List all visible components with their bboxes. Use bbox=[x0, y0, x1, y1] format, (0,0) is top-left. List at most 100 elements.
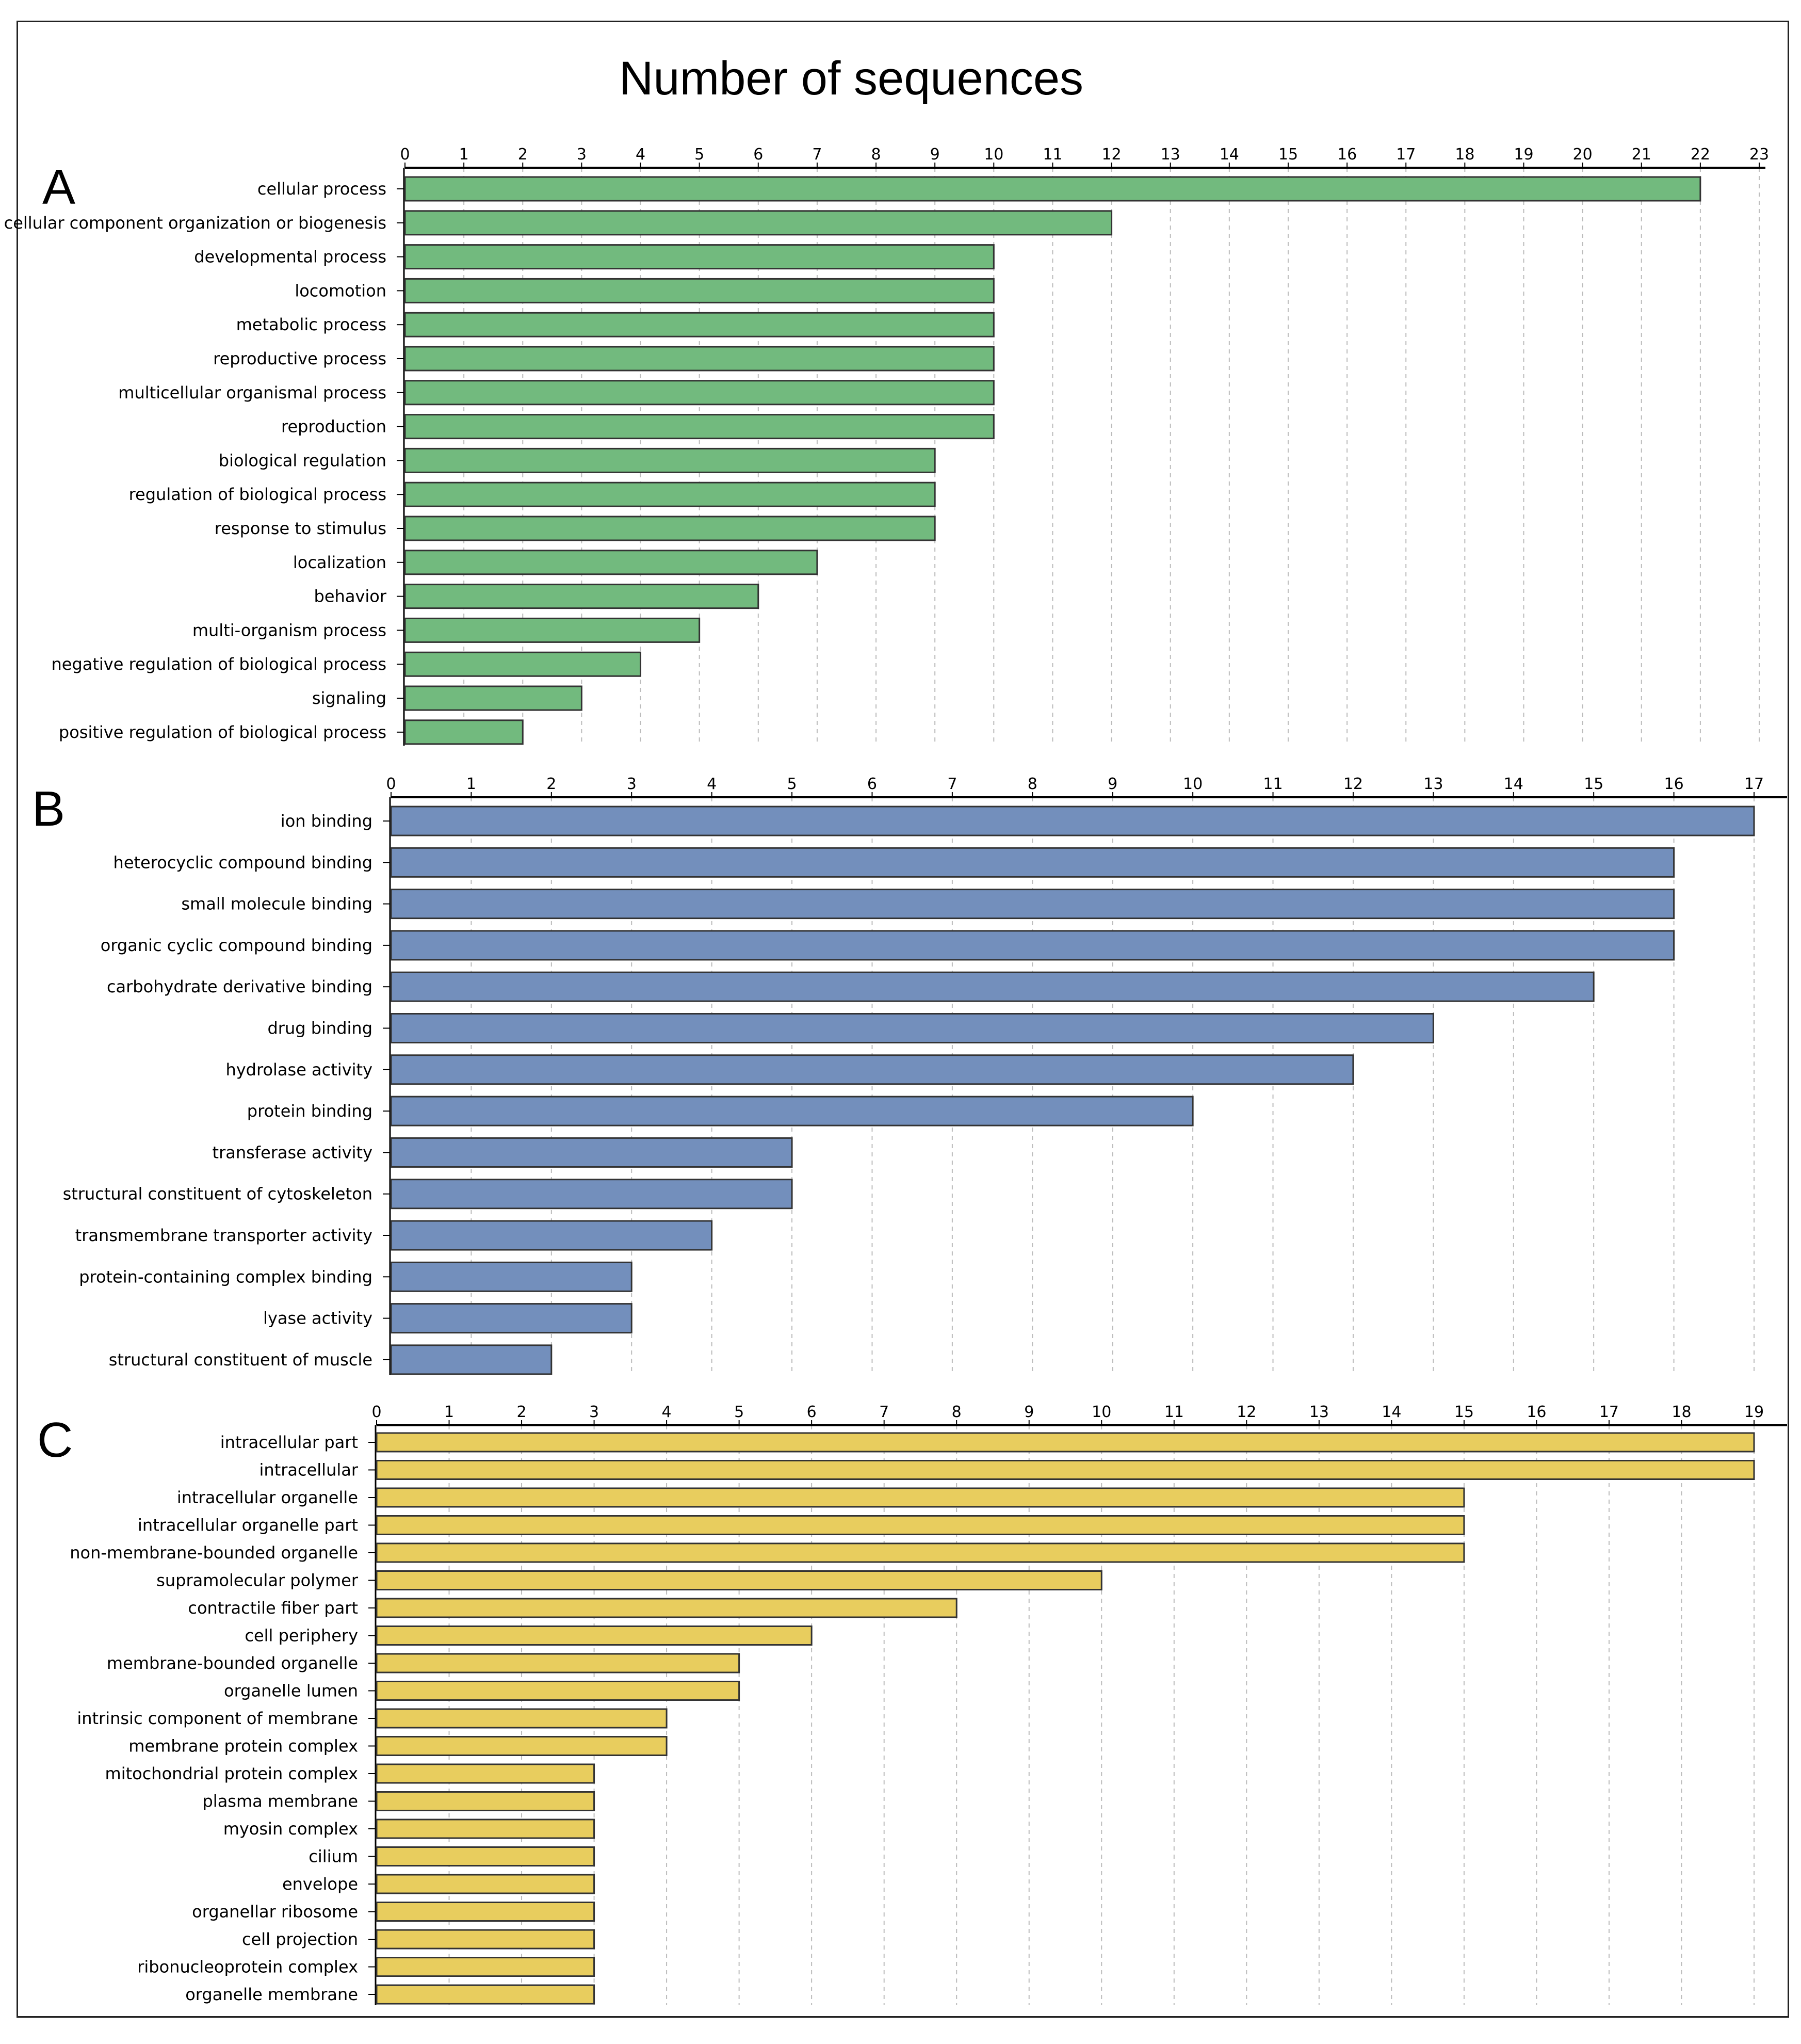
panel-b-bar bbox=[390, 1261, 632, 1292]
panel-c-tick-label: 15 bbox=[1454, 1403, 1474, 1421]
panel-b-tick-label: 15 bbox=[1584, 775, 1603, 793]
panel-a-tick-label: 20 bbox=[1573, 146, 1593, 164]
panel-b-tick-label: 3 bbox=[627, 775, 637, 793]
panel-c-category-label: intracellular bbox=[259, 1460, 359, 1480]
panel-a-bar bbox=[404, 584, 759, 609]
panel-c-category-label: organellar ribosome bbox=[192, 1902, 358, 1922]
panel-a-tick-label: 2 bbox=[518, 146, 528, 164]
panel-b-bar bbox=[390, 1179, 793, 1210]
panel-b-category-label: protein-containing complex binding bbox=[79, 1267, 372, 1286]
panel-c-bar bbox=[376, 1957, 595, 1977]
panel-c-category-label: mitochondrial protein complex bbox=[105, 1764, 358, 1783]
panel-c-bar bbox=[376, 1736, 668, 1756]
panel-c-tick-label: 2 bbox=[517, 1403, 527, 1421]
panel-c-bar bbox=[376, 1763, 595, 1784]
panel-c-tick-label: 14 bbox=[1382, 1403, 1401, 1421]
panel-a-category-label: metabolic process bbox=[236, 315, 386, 334]
panel-a-tick-label: 22 bbox=[1691, 146, 1710, 164]
panel-a-bar bbox=[404, 719, 524, 745]
panel-a-bar bbox=[404, 651, 642, 677]
panel-c-bar bbox=[376, 1542, 1465, 1563]
panel-c-tick-label: 17 bbox=[1599, 1403, 1619, 1421]
panel-b-tick-label: 13 bbox=[1423, 775, 1443, 793]
panel-a-category-label: cellular process bbox=[257, 179, 386, 199]
panel-c-bar bbox=[376, 1791, 595, 1811]
panel-c-bar bbox=[376, 1874, 595, 1894]
panel-a-bar bbox=[404, 516, 936, 541]
panel-b-bar bbox=[390, 1054, 1354, 1085]
panel-c-bar bbox=[376, 1708, 668, 1729]
panel-a-bar bbox=[404, 278, 995, 303]
panel-a-tick-label: 17 bbox=[1396, 146, 1416, 164]
panel-a-bar bbox=[404, 380, 995, 406]
panel-b-category-label: structural constituent of muscle bbox=[109, 1350, 372, 1370]
panel-c-bar bbox=[376, 1487, 1465, 1508]
panel-b-bar bbox=[390, 889, 1675, 920]
panel-b-category-label: heterocyclic compound binding bbox=[113, 852, 372, 872]
panel-c-category-label: organelle membrane bbox=[185, 1985, 358, 2004]
panel-a-tick-label: 11 bbox=[1043, 146, 1062, 164]
panel-b-category-label: transferase activity bbox=[213, 1142, 372, 1162]
panel-b-tick-label: 9 bbox=[1108, 775, 1117, 793]
panel-b-tick-label: 11 bbox=[1263, 775, 1283, 793]
panel-b-tick-label: 4 bbox=[707, 775, 717, 793]
panel-a-tick-label: 8 bbox=[871, 146, 881, 164]
panel-c-tick-label: 11 bbox=[1164, 1403, 1184, 1421]
panel-c-bar bbox=[376, 1460, 1755, 1480]
panel-c-bar bbox=[376, 1570, 1102, 1590]
panel-b-tick-label: 8 bbox=[1028, 775, 1037, 793]
panel-b-tick-label: 2 bbox=[546, 775, 556, 793]
panel-a-bar bbox=[404, 447, 936, 473]
panel-b-bar bbox=[390, 1013, 1434, 1043]
panel-b-category-label: small molecule binding bbox=[181, 894, 372, 914]
panel-c-bar bbox=[376, 1625, 813, 1646]
panel-b-tick-label: 5 bbox=[787, 775, 797, 793]
panel-a-bar bbox=[404, 312, 995, 337]
panel-b-category-label: carbohydrate derivative binding bbox=[107, 977, 372, 996]
panel-a-tick-label: 19 bbox=[1514, 146, 1533, 164]
panel-c-tick-label: 13 bbox=[1309, 1403, 1329, 1421]
panel-a-letter: A bbox=[42, 159, 75, 215]
panel-b-tick-label: 0 bbox=[386, 775, 396, 793]
panel-a-tick-label: 5 bbox=[694, 146, 704, 164]
panel-b-bar bbox=[390, 1220, 713, 1251]
panel-c-tick-label: 19 bbox=[1744, 1403, 1764, 1421]
panel-c-category-label: envelope bbox=[282, 1874, 358, 1894]
panel-c-bar bbox=[376, 1818, 595, 1839]
panel-c-category-label: membrane-bounded organelle bbox=[107, 1653, 358, 1673]
panel-a-category-label: reproductive process bbox=[213, 349, 386, 368]
panel-c-category-label: organelle lumen bbox=[224, 1681, 358, 1701]
panel-b-tick-label: 12 bbox=[1343, 775, 1363, 793]
panel-b-tick-label: 17 bbox=[1744, 775, 1764, 793]
panel-b-bar bbox=[390, 847, 1675, 878]
panel-a-tick-label: 12 bbox=[1101, 146, 1121, 164]
chart-title: Number of sequences bbox=[619, 52, 1084, 105]
panel-c-bar bbox=[376, 1929, 595, 1950]
panel-c-bar bbox=[376, 1984, 595, 2005]
panel-b-category-label: transmembrane transporter activity bbox=[75, 1226, 372, 1245]
panel-b-tick-label: 6 bbox=[867, 775, 877, 793]
panel-a-tick-label: 0 bbox=[400, 146, 410, 164]
panel-c-tick-label: 9 bbox=[1024, 1403, 1034, 1421]
panel-c-tick-label: 4 bbox=[662, 1403, 672, 1421]
panel-c-category-label: cilium bbox=[309, 1847, 358, 1866]
panel-c-category-label: intracellular organelle bbox=[177, 1488, 358, 1507]
panel-b-letter: B bbox=[32, 781, 65, 836]
panel-c-tick-label: 6 bbox=[807, 1403, 817, 1421]
panel-a-category-label: response to stimulus bbox=[215, 519, 386, 538]
panel-a-tick-label: 18 bbox=[1455, 146, 1474, 164]
panel-b-bar bbox=[390, 1344, 553, 1375]
panel-c-bar bbox=[376, 1902, 595, 1922]
panel-b-category-label: lyase activity bbox=[263, 1309, 372, 1328]
panel-b-tick-label: 14 bbox=[1504, 775, 1523, 793]
panel-c-category-label: cell periphery bbox=[245, 1626, 358, 1646]
panel-b-tick-label: 16 bbox=[1664, 775, 1683, 793]
panel-a-tick-label: 14 bbox=[1220, 146, 1239, 164]
panel-a-category-label: positive regulation of biological proces… bbox=[59, 722, 386, 742]
panel-b-tick-label: 10 bbox=[1183, 775, 1203, 793]
panel-c-category-label: myosin complex bbox=[223, 1819, 358, 1839]
panel-a-bar bbox=[404, 210, 1113, 236]
panel-a-bar bbox=[404, 550, 818, 575]
panel-a-category-label: developmental process bbox=[194, 247, 386, 267]
